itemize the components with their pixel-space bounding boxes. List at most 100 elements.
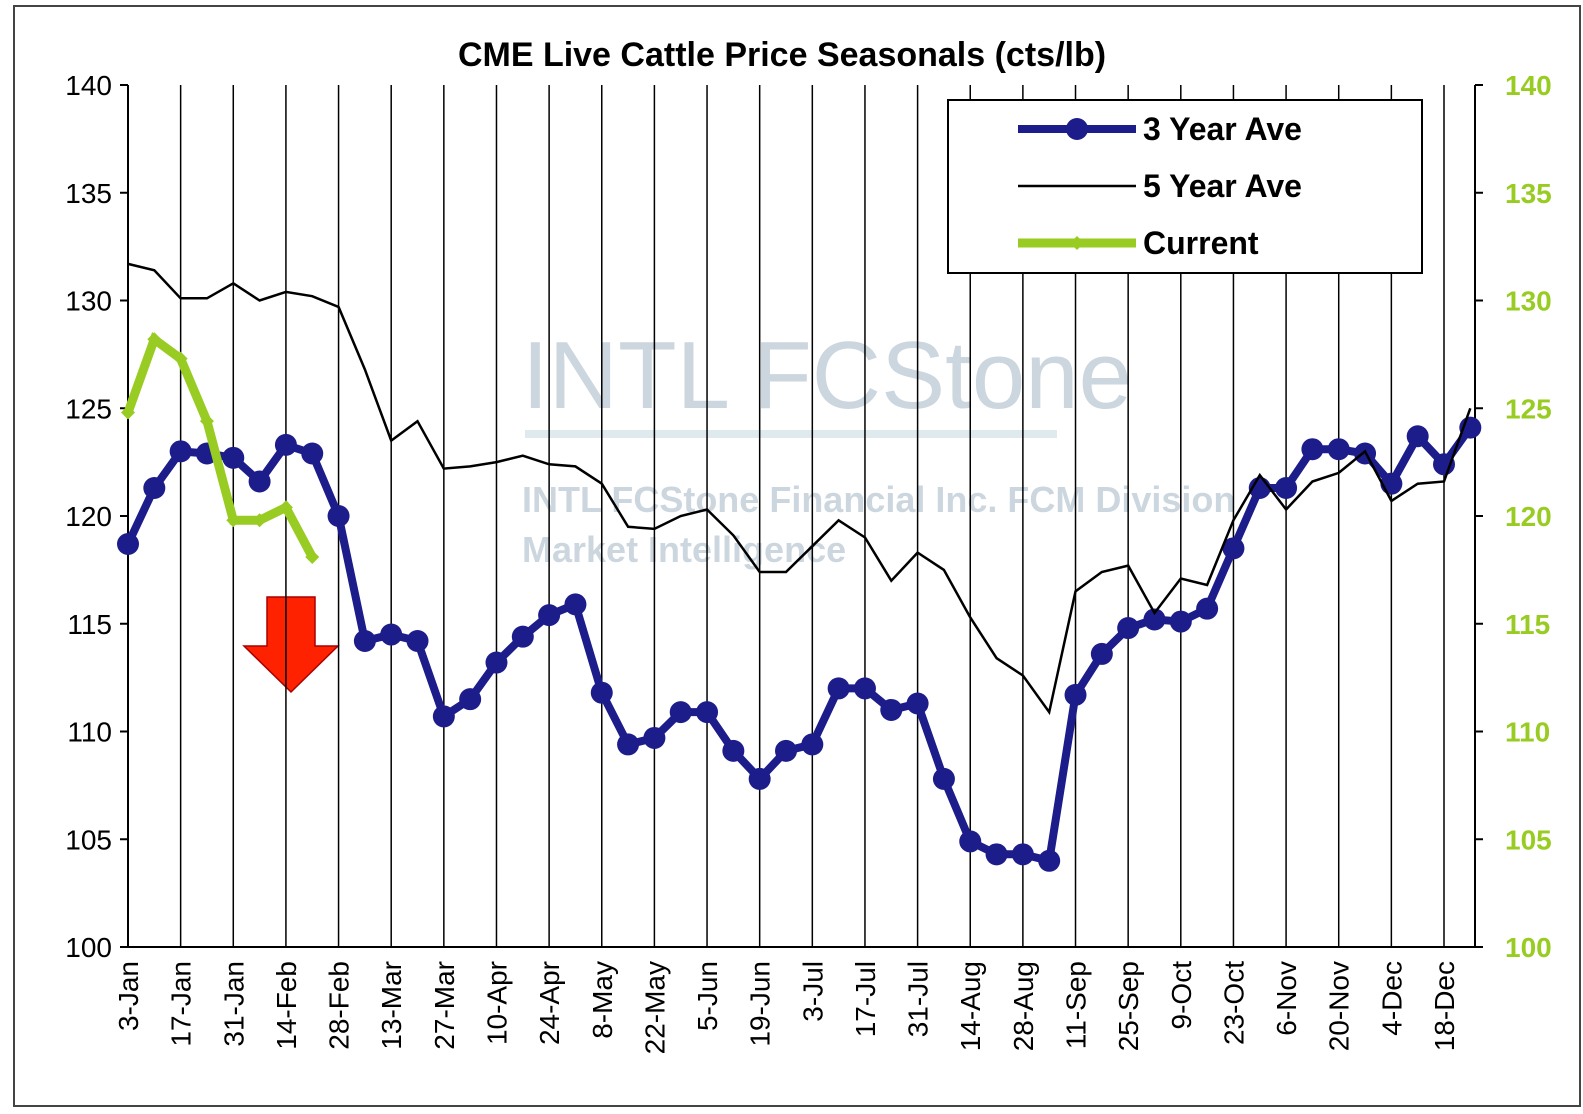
x-tick-label: 9-Oct bbox=[1166, 961, 1197, 1030]
x-tick-label: 14-Aug bbox=[955, 961, 986, 1051]
x-tick-label: 5-Jun bbox=[692, 961, 723, 1031]
data-point bbox=[748, 767, 771, 790]
data-point bbox=[696, 701, 719, 724]
data-point bbox=[1301, 438, 1324, 461]
data-point bbox=[1196, 597, 1219, 620]
legend-marker bbox=[1070, 236, 1084, 250]
x-tick-label: 31-Jul bbox=[903, 961, 934, 1037]
y-tick-label: 100 bbox=[65, 932, 112, 963]
watermark-logo: INTL FCStone bbox=[522, 322, 1132, 429]
data-point bbox=[1406, 425, 1429, 448]
y-tick-label: 125 bbox=[65, 393, 112, 424]
data-point bbox=[169, 440, 192, 463]
watermark: INTL FCStone INTL FCStone Financial Inc.… bbox=[522, 322, 1235, 570]
data-point bbox=[147, 332, 162, 347]
series-line bbox=[127, 262, 1472, 716]
data-point bbox=[590, 681, 613, 704]
data-point bbox=[222, 446, 245, 469]
data-point bbox=[1090, 642, 1113, 665]
watermark-text: INTL FCStone Financial Inc. FCM Division bbox=[522, 479, 1235, 520]
data-point bbox=[1275, 476, 1298, 499]
data-point bbox=[199, 414, 214, 429]
data-point bbox=[1143, 608, 1166, 631]
data-point bbox=[880, 698, 903, 721]
data-point bbox=[1011, 843, 1034, 866]
data-point bbox=[226, 513, 241, 528]
data-point bbox=[906, 692, 929, 715]
y2-tick-label: 125 bbox=[1505, 393, 1552, 424]
data-point bbox=[252, 513, 267, 528]
data-point bbox=[959, 830, 982, 853]
data-point bbox=[775, 739, 797, 762]
data-point bbox=[1038, 849, 1061, 872]
y-tick-label: 110 bbox=[67, 717, 112, 748]
data-point bbox=[278, 500, 293, 515]
data-point bbox=[538, 604, 561, 627]
data-point bbox=[117, 533, 139, 556]
data-point bbox=[932, 767, 955, 790]
x-tick-label: 14-Feb bbox=[271, 961, 302, 1050]
x-tick-label: 19-Jun bbox=[745, 961, 776, 1047]
data-point bbox=[274, 433, 297, 456]
data-point bbox=[1064, 683, 1087, 706]
x-tick-label: 25-Sep bbox=[1113, 961, 1144, 1051]
x-tick-label: 3-Jan bbox=[113, 961, 144, 1031]
chart-title: CME Live Cattle Price Seasonals (cts/lb) bbox=[458, 36, 1106, 74]
x-tick-label: 27-Mar bbox=[429, 961, 460, 1050]
watermark-text: Market Intelligence bbox=[522, 529, 846, 570]
y2-tick-label: 100 bbox=[1505, 932, 1552, 963]
x-tick-label: 4-Dec bbox=[1376, 961, 1407, 1036]
x-tick-label: 28-Aug bbox=[1008, 961, 1039, 1051]
legend-marker bbox=[1066, 118, 1088, 140]
y2-tick-label: 135 bbox=[1505, 178, 1552, 209]
data-point bbox=[669, 701, 692, 724]
data-point bbox=[853, 677, 876, 700]
x-tick-label: 17-Jul bbox=[850, 961, 881, 1037]
data-point bbox=[722, 739, 745, 762]
x-tick-label: 11-Sep bbox=[1061, 961, 1092, 1049]
data-point bbox=[173, 351, 188, 366]
data-point bbox=[827, 677, 850, 700]
x-tick-label: 8-May bbox=[587, 961, 618, 1039]
data-point bbox=[432, 705, 455, 728]
data-point bbox=[1380, 472, 1403, 495]
x-tick-label: 23-Oct bbox=[1218, 961, 1249, 1045]
legend: 3 Year Ave 5 Year Ave Current bbox=[947, 99, 1423, 274]
x-tick-label: 31-Jan bbox=[218, 961, 249, 1047]
x-tick-label: 13-Mar bbox=[376, 961, 407, 1050]
y2-tick-label: 115 bbox=[1505, 609, 1550, 640]
legend-label: 5 Year Ave bbox=[1143, 168, 1302, 204]
watermark-bar bbox=[525, 430, 1057, 438]
data-point bbox=[801, 733, 824, 756]
data-point bbox=[248, 470, 271, 493]
x-tick-label: 10-Apr bbox=[481, 961, 512, 1045]
x-tick-label: 6-Nov bbox=[1271, 961, 1302, 1036]
y-tick-label: 120 bbox=[65, 501, 112, 532]
data-point bbox=[511, 625, 534, 648]
data-point bbox=[1169, 610, 1192, 633]
x-tick-label: 24-Apr bbox=[534, 961, 565, 1045]
y2-tick-label: 140 bbox=[1505, 70, 1552, 101]
legend-label: 3 Year Ave bbox=[1143, 111, 1302, 147]
y-tick-label: 135 bbox=[65, 178, 112, 209]
x-tick-label: 20-Nov bbox=[1324, 961, 1355, 1051]
x-tick-label: 28-Feb bbox=[324, 961, 355, 1050]
data-point bbox=[380, 623, 403, 646]
series-line bbox=[124, 425, 1474, 866]
y2-tick-label: 130 bbox=[1505, 286, 1552, 317]
x-tick-label: 17-Jan bbox=[166, 961, 197, 1047]
data-point bbox=[121, 405, 135, 420]
x-tick-label: 3-Jul bbox=[797, 961, 828, 1022]
down-arrow bbox=[242, 596, 340, 694]
data-point bbox=[643, 726, 666, 749]
data-point bbox=[459, 688, 482, 711]
data-point bbox=[143, 476, 166, 499]
x-tick-label: 18-Dec bbox=[1429, 961, 1460, 1051]
y-tick-label: 115 bbox=[67, 609, 112, 640]
data-point bbox=[1222, 537, 1245, 560]
y-tick-label: 140 bbox=[65, 70, 112, 101]
data-point bbox=[1117, 617, 1140, 640]
y-tick-label: 130 bbox=[65, 286, 112, 317]
data-point bbox=[617, 733, 640, 756]
